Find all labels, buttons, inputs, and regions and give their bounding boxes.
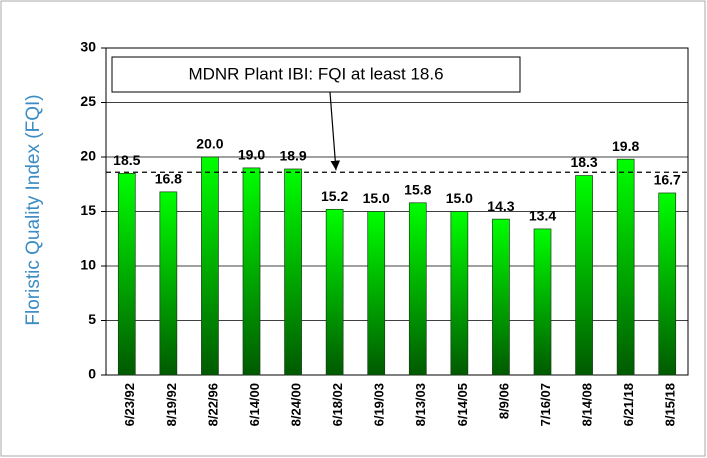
x-tick-label: 8/9/06 xyxy=(496,383,511,419)
bar xyxy=(658,192,677,376)
bar xyxy=(616,158,635,376)
y-tick-label: 0 xyxy=(88,366,96,382)
x-tick-label: 8/19/92 xyxy=(164,383,179,426)
x-tick-label: 6/19/03 xyxy=(372,383,387,426)
bar xyxy=(201,156,219,376)
x-tick-label: 6/21/18 xyxy=(621,383,636,426)
x-tick-label: 8/13/03 xyxy=(413,383,428,426)
y-tick-label: 15 xyxy=(80,202,96,218)
value-label: 16.8 xyxy=(155,171,182,187)
bar xyxy=(533,228,552,376)
value-label: 16.7 xyxy=(654,172,681,188)
annotation-box xyxy=(111,56,521,93)
annotation-text: MDNR Plant IBI: FQI at least 18.6 xyxy=(188,64,443,83)
x-tick-label: 6/23/92 xyxy=(122,383,137,426)
value-label: 18.3 xyxy=(570,154,597,170)
annotation-arrow xyxy=(329,91,341,171)
bar xyxy=(575,175,593,376)
value-label: 13.4 xyxy=(529,208,556,224)
x-tick-label: 7/16/07 xyxy=(538,383,553,426)
x-tick-label: 8/14/08 xyxy=(580,383,595,426)
y-tick-label: 5 xyxy=(88,311,96,327)
bar xyxy=(159,191,178,376)
x-tick-label: 6/14/05 xyxy=(455,383,470,426)
bar xyxy=(367,211,386,376)
bar xyxy=(284,168,302,376)
y-tick-label: 25 xyxy=(80,93,96,109)
value-label: 18.5 xyxy=(113,152,140,168)
value-label: 15.2 xyxy=(321,188,348,204)
value-label: 18.9 xyxy=(279,148,306,164)
x-tick-label: 6/18/02 xyxy=(330,383,345,426)
y-tick-label: 10 xyxy=(80,257,96,273)
x-tick-label: 6/14/00 xyxy=(247,383,262,426)
x-tick-label: 8/15/18 xyxy=(663,383,678,426)
bar xyxy=(408,202,427,376)
bar xyxy=(242,167,261,376)
y-tick-label: 20 xyxy=(80,148,96,164)
x-tick-label: 8/22/96 xyxy=(205,383,220,426)
value-label: 19.8 xyxy=(612,138,639,154)
plot-border xyxy=(105,47,689,376)
value-label: 19.0 xyxy=(238,147,265,163)
bar xyxy=(450,211,469,376)
value-label: 14.3 xyxy=(487,198,514,214)
bar xyxy=(492,218,510,376)
y-tick-label: 30 xyxy=(80,39,96,55)
bar xyxy=(325,208,344,376)
value-label: 20.0 xyxy=(196,136,223,152)
value-label: 15.0 xyxy=(363,190,390,206)
y-axis-label: Floristic Quality Index (FQI) xyxy=(23,94,44,325)
x-tick-label: 8/24/00 xyxy=(289,383,304,426)
value-label: 15.0 xyxy=(446,190,473,206)
bar xyxy=(117,173,136,376)
value-label: 15.8 xyxy=(404,181,431,197)
